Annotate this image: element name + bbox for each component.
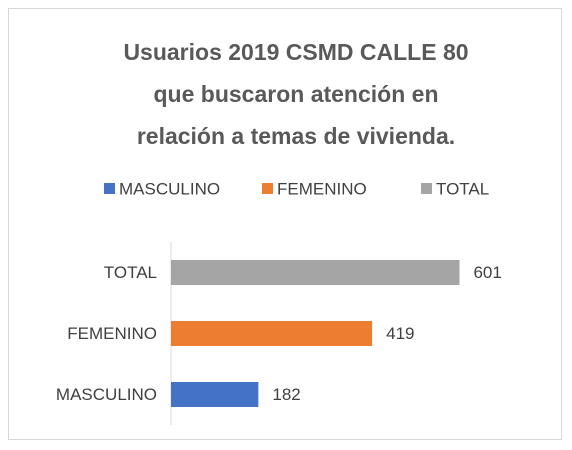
legend-swatch	[421, 183, 432, 194]
chart-border	[8, 8, 562, 440]
legend-label: FEMENINO	[277, 179, 367, 198]
data-label: 419	[386, 324, 414, 343]
chart-title: relación a temas de vivienda.	[137, 123, 455, 149]
y-tick-label: MASCULINO	[56, 385, 157, 404]
legend-swatch	[262, 183, 273, 194]
bar	[171, 321, 373, 346]
y-tick-label: TOTAL	[104, 263, 157, 282]
legend-label: MASCULINO	[119, 179, 220, 198]
chart-title: que buscaron atención en	[154, 81, 439, 107]
data-label: 601	[473, 263, 501, 282]
legend-label: TOTAL	[436, 179, 489, 198]
data-label: 182	[272, 385, 300, 404]
y-tick-label: FEMENINO	[67, 324, 157, 343]
bar	[171, 260, 460, 285]
bar	[171, 382, 259, 407]
chart-title: Usuarios 2019 CSMD CALLE 80	[123, 39, 468, 65]
legend-swatch	[104, 183, 115, 194]
